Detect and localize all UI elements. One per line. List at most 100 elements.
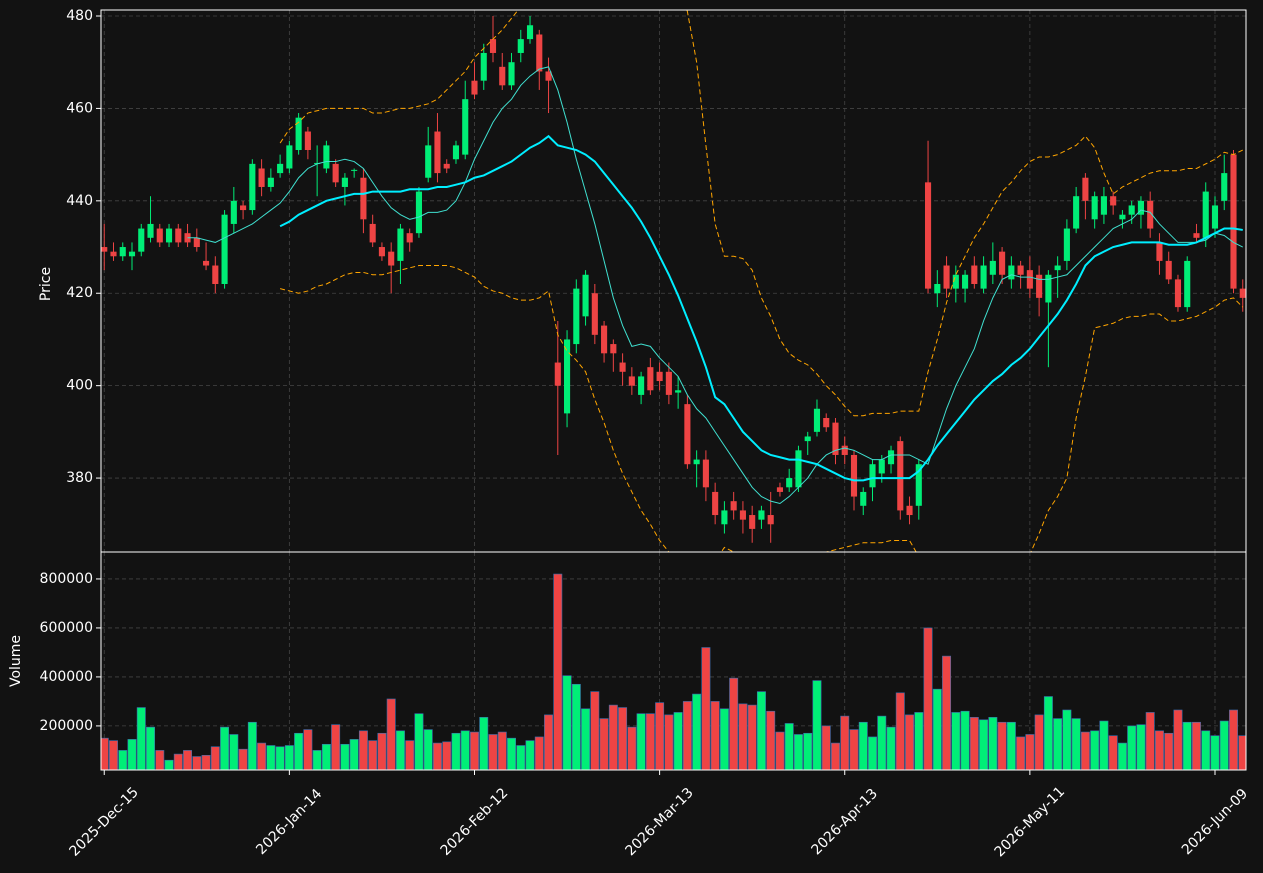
volume-bar (1201, 730, 1211, 770)
candle-body (545, 71, 552, 81)
volume-bar (858, 721, 868, 770)
candle-body (563, 339, 571, 414)
volume-bar (960, 710, 970, 770)
candle-body (730, 501, 737, 511)
volume-bar (932, 688, 942, 770)
volume-bar (220, 726, 230, 770)
volume-bar (1090, 730, 1100, 770)
volume-bar (1173, 709, 1183, 770)
candle-body (591, 293, 598, 335)
candle-body (832, 422, 839, 455)
candle-body (1091, 196, 1098, 220)
candle-body (776, 487, 784, 492)
volume-bar (599, 718, 609, 770)
volume-bar (775, 731, 785, 770)
volume-bar (645, 713, 655, 770)
volume-bar (1016, 736, 1026, 770)
volume-bar (1025, 734, 1035, 770)
candle-body (249, 163, 256, 211)
volume-bar (266, 745, 276, 770)
volume-bar (525, 740, 535, 770)
candle-body (675, 390, 682, 393)
candle-body (258, 168, 265, 187)
candle-body (212, 265, 219, 285)
candle-body (980, 265, 987, 289)
candle-body (878, 459, 885, 474)
volume-bar (692, 693, 702, 770)
candle-body (119, 247, 126, 257)
candle-body (971, 265, 978, 285)
volume-tick-label: 200000 (40, 718, 93, 734)
volume-bar (923, 627, 933, 770)
candle-body (462, 99, 469, 155)
volume-bar (1154, 730, 1164, 770)
volume-bar (192, 756, 202, 770)
candle-body (554, 362, 561, 386)
candle-body (702, 459, 709, 488)
volume-bar (1229, 709, 1238, 770)
candle-body (721, 510, 728, 525)
y-tick-label: 440 (66, 193, 93, 209)
candle-body (471, 80, 478, 95)
candle-body (277, 163, 284, 174)
candle-body (1165, 260, 1172, 280)
volume-bar (368, 740, 378, 770)
volume-bar (507, 737, 516, 770)
candle-body (1026, 270, 1033, 289)
candle-body (1008, 265, 1015, 280)
candle-body (378, 247, 385, 257)
volume-panel-frame (100, 551, 1247, 771)
volume-tick-label: 800000 (40, 571, 93, 587)
volume-bar (969, 717, 979, 770)
volume-bar (340, 743, 350, 770)
volume-bar (312, 750, 322, 770)
candle-body (841, 445, 848, 455)
volume-bar (729, 677, 739, 770)
candle-body (804, 436, 811, 442)
candle-body (638, 376, 645, 395)
candle-body (1017, 265, 1024, 275)
y-tick-label: 460 (66, 100, 93, 116)
volume-bar (470, 731, 479, 770)
volume-bar (432, 742, 442, 770)
volume-bar (229, 734, 239, 770)
candle-body (341, 177, 348, 187)
candle-body (351, 169, 358, 171)
candle-body (1128, 205, 1135, 215)
candle-body (999, 251, 1006, 275)
candle-body (295, 117, 302, 151)
candle-body (101, 247, 108, 252)
volume-bar (1117, 742, 1127, 770)
volume-bar (127, 739, 137, 770)
candle-body (582, 274, 589, 317)
candle-body (786, 478, 793, 488)
candle-body (934, 284, 941, 294)
candle-body (758, 510, 765, 520)
candle-body (415, 191, 423, 234)
volume-bar (701, 647, 711, 770)
candle-body (526, 25, 534, 40)
volume-bar (1127, 725, 1137, 770)
candle-body (517, 39, 524, 53)
candle-body (897, 441, 904, 511)
candle-body (860, 491, 867, 506)
volume-bar (534, 736, 544, 770)
volume-bar (442, 741, 452, 770)
candle-body (1202, 191, 1209, 238)
volume-bar (275, 746, 285, 770)
volume-bar (109, 740, 118, 770)
volume-tick-label: 600000 (40, 620, 93, 636)
candle-body (739, 510, 746, 520)
volume-bar (562, 675, 572, 770)
candle-body (240, 205, 247, 211)
candle-body (1174, 279, 1182, 308)
volume-bar (1071, 718, 1081, 770)
volume-bar (238, 748, 248, 770)
volume-bar (627, 726, 637, 770)
volume-bar (831, 742, 840, 770)
volume-bar (460, 730, 470, 770)
candle-body (193, 237, 200, 248)
candle-body (1082, 177, 1089, 201)
candle-body (304, 131, 311, 151)
volume-bar (1053, 718, 1063, 770)
